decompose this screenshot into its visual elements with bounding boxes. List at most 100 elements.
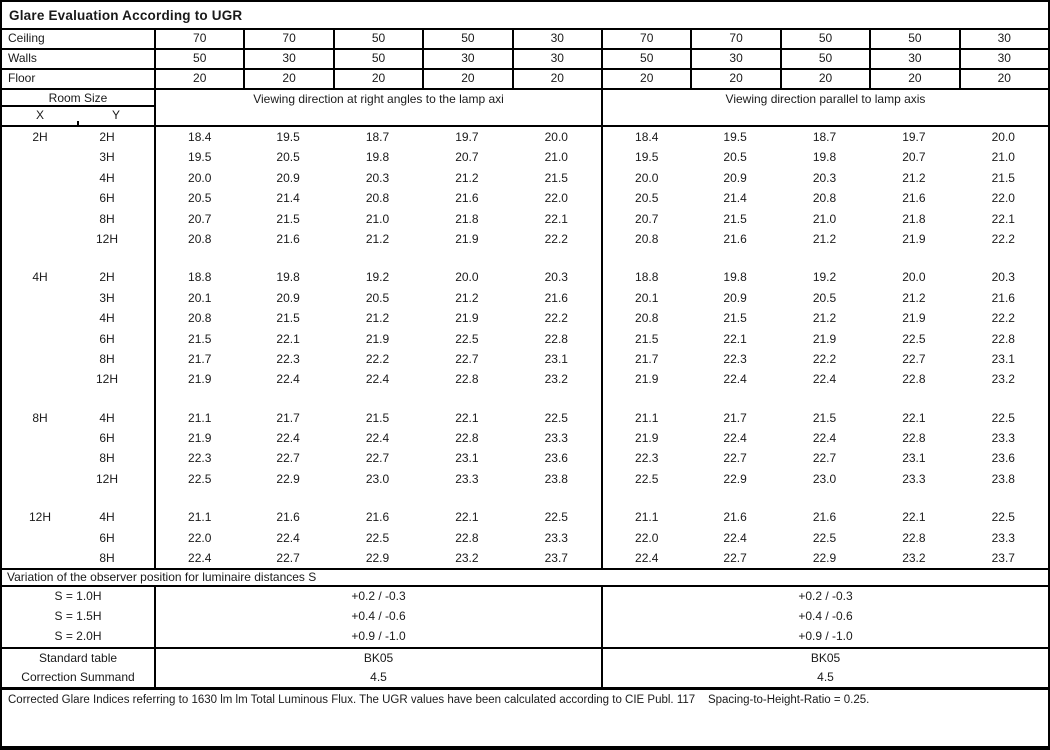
- ugr-value: 21.7: [601, 348, 690, 370]
- room-y-label: 8H: [99, 551, 115, 566]
- room-y-label: 8H: [99, 211, 115, 226]
- surface-value: 30: [511, 30, 601, 48]
- ugr-value: 21.5: [154, 328, 243, 349]
- room-y-label: 6H: [99, 331, 115, 346]
- surface-value: 20: [958, 70, 1048, 88]
- ugr-value: 21.9: [154, 428, 243, 449]
- surface-value: 30: [243, 50, 332, 68]
- ugr-value: 23.1: [544, 351, 568, 366]
- ugr-value: 22.4: [365, 431, 390, 446]
- ugr-value: 20.0: [991, 130, 1015, 144]
- ugr-value: 22.3: [601, 448, 690, 469]
- ugr-value: 23.3: [544, 431, 568, 446]
- ugr-value: 22.5: [365, 530, 390, 545]
- ugr-value: 21.1: [154, 507, 243, 528]
- ugr-value: 19.5: [723, 130, 747, 144]
- ugr-value: 20.7: [902, 150, 926, 165]
- ugr-value: 22.2: [365, 351, 390, 366]
- ugr-value: 18.7: [365, 130, 390, 144]
- ugr-value: 20.5: [812, 290, 837, 305]
- surface-value: 50: [869, 30, 958, 48]
- ugr-value: 22.7: [812, 451, 837, 466]
- ugr-value: 21.6: [723, 231, 747, 246]
- summary-label: Standard table: [38, 651, 118, 666]
- room-x-label: [2, 229, 78, 249]
- room-y-label: 4H: [99, 510, 115, 525]
- ugr-value: 20.3: [365, 170, 390, 185]
- ugr-value: 21.9: [601, 428, 690, 449]
- ugr-value: 21.5: [544, 170, 568, 185]
- ugr-value: 21.0: [544, 150, 568, 165]
- ugr-value: 19.8: [723, 270, 747, 285]
- ugr-value: 19.8: [276, 270, 300, 285]
- surface-value: 50: [154, 50, 243, 68]
- summary-value-left: 4.5: [154, 668, 601, 688]
- room-x-label: [2, 168, 78, 188]
- ugr-value: 21.6: [902, 191, 926, 206]
- ugr-value: 22.7: [276, 451, 300, 466]
- surface-value: 20: [422, 70, 511, 88]
- ugr-value: 23.3: [991, 431, 1015, 446]
- room-x-label: [2, 349, 78, 369]
- surface-reflectance-rows: Ceiling 70 70 50 50 30 70 70 50 50 30 Walls 50 30 50 30…: [2, 30, 1048, 90]
- ugr-value: 22.7: [276, 551, 300, 566]
- ugr-value: 21.4: [723, 191, 747, 206]
- room-x-label: [2, 448, 78, 468]
- ugr-value: 22.1: [276, 331, 300, 346]
- room-x-label: [2, 329, 78, 349]
- room-y-label: 12H: [95, 231, 118, 246]
- surface-value: 20: [869, 70, 958, 88]
- ugr-value: 23.3: [455, 471, 479, 486]
- room-x-label: 4H: [32, 270, 48, 285]
- ugr-value: 20.5: [276, 150, 300, 165]
- ugr-row: 12H 22.5 22.9 23.0 23.3 23.8 22.5 22.9 23.0 23.3 2…: [2, 468, 1048, 490]
- ugr-value: 22.7: [902, 351, 926, 366]
- ugr-value: 21.0: [991, 150, 1015, 165]
- ugr-row: 3H 20.1 20.9 20.5 21.2 21.6 20.1 20.9 20.5 21.2 21…: [2, 287, 1048, 309]
- surface-value: 50: [332, 30, 422, 48]
- ugr-value: 22.3: [723, 351, 747, 366]
- summary-value-right: BK05: [601, 649, 1048, 669]
- summary-rows: Standard table BK05 BK05 Correction Summand…: [2, 647, 1048, 688]
- ugr-value: 20.0: [601, 167, 690, 189]
- variation-rows: S = 1.0H +0.2 / -0.3 +0.2 / -0.3 S = 1.5H +0…: [2, 587, 1048, 648]
- ugr-value: 22.8: [544, 331, 568, 346]
- ugr-value: 20.7: [455, 150, 479, 165]
- ugr-value: 21.2: [902, 290, 926, 305]
- ugr-value: 23.8: [544, 471, 568, 486]
- ugr-value: 20.5: [154, 188, 243, 209]
- ugr-value: 23.6: [991, 451, 1015, 466]
- ugr-value: 23.2: [455, 551, 479, 566]
- ugr-value: 23.3: [991, 530, 1015, 545]
- ugr-value: 22.4: [154, 548, 243, 569]
- ugr-value: 20.8: [154, 228, 243, 250]
- ugr-value: 18.8: [601, 267, 690, 288]
- room-y-label: 8H: [99, 351, 115, 366]
- ugr-row: 12H 20.8 21.6 21.2 21.9 22.2 20.8 21.6 21.2 21.9 2…: [2, 228, 1048, 250]
- summary-value-right: 4.5: [601, 668, 1048, 688]
- ugr-value: 20.5: [601, 188, 690, 209]
- ugr-value: 22.5: [544, 410, 568, 425]
- ugr-value: 22.5: [544, 510, 568, 525]
- ugr-value: 21.1: [154, 407, 243, 429]
- ugr-value: 20.1: [601, 287, 690, 309]
- room-x-label: [2, 209, 78, 229]
- ugr-value: 21.9: [902, 311, 926, 326]
- ugr-value: 20.3: [544, 270, 568, 285]
- room-size-xy: X Y: [2, 107, 154, 125]
- ugr-value: 21.9: [455, 311, 479, 326]
- surface-value: 50: [332, 50, 422, 68]
- ugr-value: 21.5: [601, 328, 690, 349]
- ugr-value: 20.3: [991, 270, 1015, 285]
- ugr-value: 21.5: [723, 311, 747, 326]
- ugr-value: 22.4: [276, 530, 300, 545]
- room-y-label: 4H: [99, 410, 115, 425]
- ugr-row: 8H 22.4 22.7 22.9 23.2 23.7 22.4 22.7 22.9 23.2 23…: [2, 548, 1048, 569]
- ugr-value: 21.8: [902, 211, 926, 226]
- group-gap: [2, 489, 1048, 508]
- ugr-value: 20.3: [812, 170, 837, 185]
- room-x-label: [2, 548, 78, 568]
- variation-row: S = 1.5H +0.4 / -0.6 +0.4 / -0.6: [2, 607, 1048, 628]
- ugr-value: 19.2: [812, 270, 837, 285]
- ugr-value: 22.4: [723, 372, 747, 387]
